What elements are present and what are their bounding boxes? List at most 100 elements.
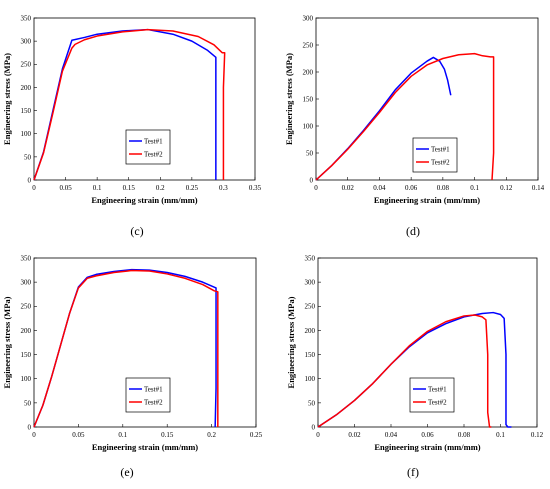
legend-box — [125, 129, 171, 165]
y-tick-label: 350 — [21, 254, 32, 262]
x-tick-label: 0 — [314, 184, 318, 192]
x-tick-label: 0.08 — [437, 184, 450, 192]
y-tick-label: 300 — [21, 38, 32, 46]
legend-label-test1: Test#1 — [144, 386, 163, 394]
x-tick-label: 0.05 — [59, 184, 72, 192]
y-tick-label: 250 — [21, 61, 32, 69]
series-line-test2 — [33, 269, 219, 428]
chart-panel-3: 0 50 100 150 200 250 300 350 0 0.05 0.1 0.15 0.2 0.25… — [2, 254, 263, 452]
y-tick-label: 200 — [21, 327, 32, 335]
y-tick-label: 100 — [305, 375, 316, 383]
x-tick-label: 0.35 — [249, 184, 262, 192]
x-tick-label: 0.1 — [470, 184, 479, 192]
x-tick-label: 0.25 — [250, 431, 263, 439]
y-tick-label: 250 — [305, 303, 316, 311]
x-tick-label: 0.04 — [373, 184, 386, 192]
x-tick-label: 0.2 — [207, 431, 216, 439]
x-axis-label: Engineering strain (mm/mm) — [92, 442, 198, 452]
legend-label-test2: Test#2 — [428, 399, 447, 407]
legend-box — [409, 377, 455, 413]
y-tick-label: 150 — [21, 351, 32, 359]
x-tick-label: 0.05 — [72, 431, 85, 439]
legend-label-test2: Test#2 — [144, 151, 163, 159]
x-axis-label: Engineering strain (mm/mm) — [374, 195, 480, 205]
panel-label: (e) — [120, 465, 133, 479]
y-axis-label: Engineering stress (MPa) — [2, 296, 12, 388]
x-tick-label: 0.2 — [156, 184, 165, 192]
y-tick-label: 350 — [21, 14, 32, 22]
y-tick-label: 200 — [305, 327, 316, 335]
x-tick-label: 0.25 — [186, 184, 199, 192]
y-tick-label: 200 — [21, 84, 32, 92]
y-tick-label: 100 — [303, 122, 314, 130]
chart-panel-1: 0 50 100 150 200 250 300 350 0 0.05 0.1 0.15 0.2 0.25… — [2, 14, 262, 205]
series-line-test1 — [33, 28, 217, 181]
series-line-test1 — [33, 268, 217, 428]
y-axis-label: Engineering stress (MPa) — [284, 53, 294, 145]
x-tick-label: 0.06 — [405, 184, 418, 192]
y-axis-label: Engineering stress (MPa) — [2, 53, 12, 145]
x-tick-label: 0.12 — [531, 431, 544, 439]
y-tick-label: 100 — [21, 375, 32, 383]
y-tick-label: 150 — [305, 351, 316, 359]
x-tick-label: 0.02 — [342, 184, 355, 192]
x-axis-label: Engineering strain (mm/mm) — [374, 442, 480, 452]
chart-panel-2: 0 50 100 150 200 250 300 0 0.02 0.04 0.06 0.08 0.1 0.… — [284, 14, 545, 205]
x-tick-label: 0.15 — [161, 431, 174, 439]
y-tick-label: 150 — [303, 95, 314, 103]
x-tick-label: 0.1 — [118, 431, 127, 439]
y-tick-label: 250 — [21, 303, 32, 311]
legend-label-test1: Test#1 — [428, 386, 447, 394]
y-tick-label: 0 — [310, 176, 314, 184]
series-line-test2 — [33, 28, 226, 181]
legend-box — [412, 137, 458, 173]
y-tick-label: 300 — [303, 14, 314, 22]
x-tick-label: 0.08 — [458, 431, 471, 439]
legend: Test#1 Test#2 — [409, 377, 455, 413]
legend: Test#1 Test#2 — [412, 137, 458, 173]
legend-label-test2: Test#2 — [144, 399, 163, 407]
panel-label: (d) — [406, 224, 420, 238]
panel-label: (f) — [407, 465, 419, 479]
y-tick-label: 0 — [312, 423, 316, 431]
y-tick-label: 0 — [28, 176, 32, 184]
y-tick-label: 50 — [24, 399, 32, 407]
x-tick-label: 0.1 — [93, 184, 102, 192]
panel-label: (c) — [130, 224, 143, 238]
y-tick-label: 150 — [21, 107, 32, 115]
x-tick-label: 0.14 — [532, 184, 545, 192]
legend: Test#1 Test#2 — [125, 129, 171, 165]
series-line-test2 — [317, 314, 492, 428]
y-tick-label: 350 — [305, 254, 316, 262]
x-tick-label: 0 — [316, 431, 320, 439]
x-tick-label: 0 — [32, 184, 36, 192]
y-tick-label: 200 — [303, 68, 314, 76]
legend-box — [125, 377, 171, 413]
chart-panel-4: 0 50 100 150 200 250 300 350 0 0.02 0.04 0.06 0.08 0.… — [286, 254, 544, 452]
x-tick-label: 0.04 — [385, 431, 398, 439]
plot-frame — [33, 17, 256, 181]
x-tick-label: 0.06 — [421, 431, 434, 439]
legend-label-test2: Test#2 — [431, 159, 450, 167]
y-tick-label: 0 — [28, 423, 32, 431]
x-tick-label: 0.02 — [348, 431, 361, 439]
legend-label-test1: Test#1 — [144, 138, 163, 146]
x-tick-label: 0 — [32, 431, 36, 439]
x-tick-label: 0.1 — [496, 431, 505, 439]
legend-label-test1: Test#1 — [431, 146, 450, 154]
y-tick-label: 250 — [303, 41, 314, 49]
y-tick-label: 100 — [21, 130, 32, 138]
y-tick-label: 50 — [306, 149, 314, 157]
y-tick-label: 300 — [21, 279, 32, 287]
plot-frame — [33, 257, 257, 428]
series-line-test2 — [315, 52, 495, 181]
y-axis-label: Engineering stress (MPa) — [286, 296, 296, 388]
y-tick-label: 300 — [305, 279, 316, 287]
x-axis-label: Engineering strain (mm/mm) — [91, 195, 197, 205]
x-tick-label: 0.12 — [500, 184, 513, 192]
x-tick-label: 0.15 — [123, 184, 136, 192]
legend: Test#1 Test#2 — [125, 377, 171, 413]
y-tick-label: 50 — [308, 399, 316, 407]
x-tick-label: 0.3 — [219, 184, 228, 192]
